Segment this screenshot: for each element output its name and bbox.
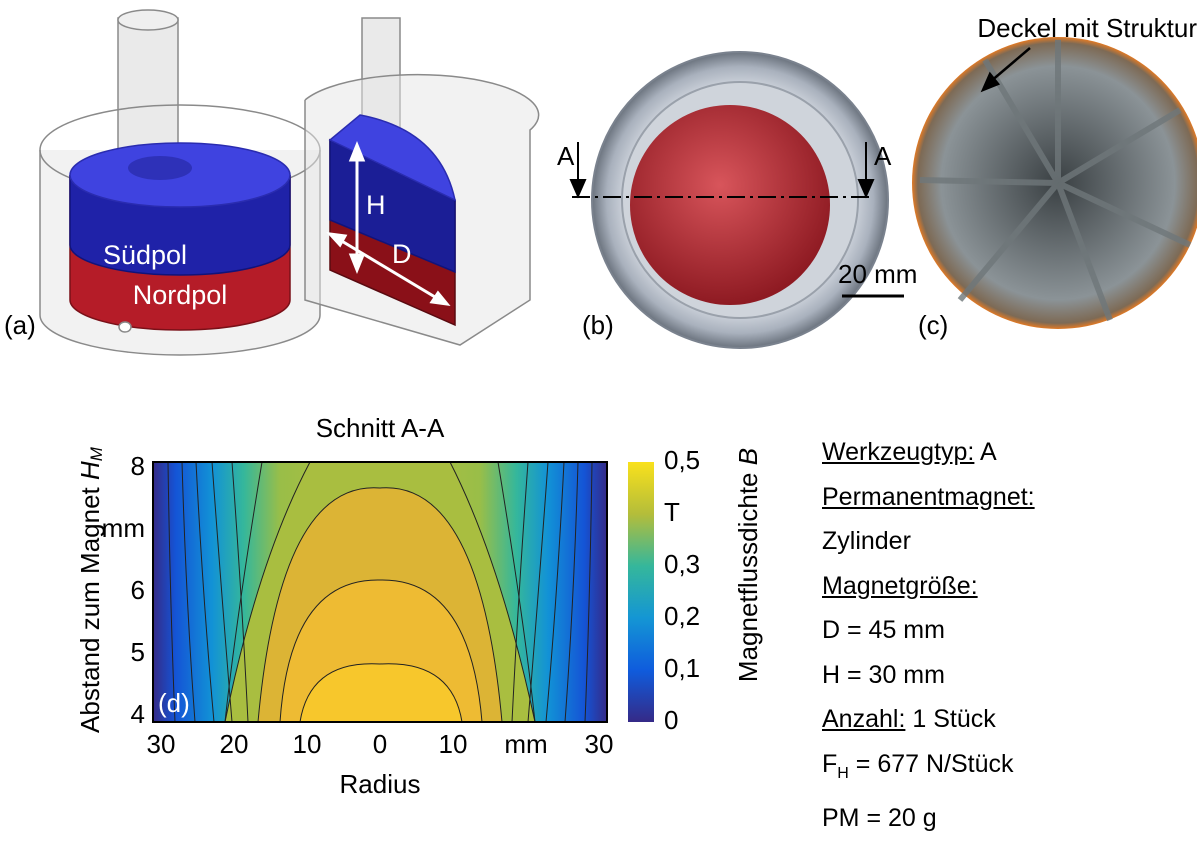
colorbar-label: Magnetflussdichte B — [733, 448, 763, 682]
colorbar-tick-label: 0,1 — [664, 653, 700, 683]
diameter-symbol: D — [392, 239, 412, 269]
y-tick-label: 8 — [131, 451, 145, 481]
info-line: D = 45 mm — [822, 608, 1035, 653]
page: Südpol Nordpol (a) H D A A (b) Deckel mi… — [0, 0, 1197, 803]
force-subscript: H — [837, 765, 849, 782]
info-line: Werkzeugtyp: A — [822, 430, 1035, 475]
info-line: H = 30 mm — [822, 653, 1035, 698]
y-ticks: 8 mm 6 5 4 — [102, 451, 145, 729]
magnet-tool-cut — [305, 18, 539, 345]
colorbar — [628, 462, 654, 722]
colorbar-text: Magnetflussdichte — [733, 473, 763, 683]
info-key: Magnetgröße: — [822, 572, 978, 600]
info-key: Werkzeugtyp: — [822, 438, 974, 466]
info-line: FH = 677 N/Stück — [822, 742, 1035, 797]
y-tick-label: 6 — [131, 575, 145, 605]
y-tick-label: 5 — [131, 637, 145, 667]
x-tick-label: 0 — [373, 729, 387, 759]
force-symbol: F — [822, 750, 837, 778]
y-axis-symbol: H — [75, 461, 105, 480]
x-ticks: 30 20 10 0 10 mm 30 — [147, 729, 614, 759]
annotation: Deckel mit Struktur — [977, 13, 1197, 43]
x-tick-label: 30 — [147, 729, 176, 759]
info-line: Anzahl: 1 Stück — [822, 697, 1035, 742]
colorbar-tick-label: T — [664, 497, 680, 527]
info-value: A — [980, 438, 997, 466]
info-key: Anzahl: — [822, 705, 905, 733]
y-tick-label: 4 — [131, 699, 145, 729]
colorbar-tick-label: 0,2 — [664, 601, 700, 631]
colorbar-tick-label: 0,5 — [664, 445, 700, 475]
y-tick-label: mm — [102, 513, 145, 543]
scale-bar-label: 20 mm — [838, 259, 917, 289]
info-line: Permanentmagnet: — [822, 475, 1035, 520]
colorbar-symbol: B — [733, 448, 763, 465]
north-pole-label: Nordpol — [133, 280, 228, 310]
panel-label: (b) — [582, 310, 614, 340]
info-line: Magnetgröße: — [822, 564, 1035, 609]
height-symbol: H — [366, 190, 386, 220]
panel-label: (c) — [918, 310, 948, 340]
x-tick-label: 10 — [293, 729, 322, 759]
colorbar-tick-label: 0 — [664, 705, 678, 735]
plot-title: Schnitt A-A — [316, 413, 445, 443]
south-pole-label: Südpol — [103, 240, 187, 270]
y-axis-subscript: M — [87, 446, 106, 461]
x-axis-label: Radius — [340, 769, 421, 799]
y-axis-label: Abstand zum Magnet HM — [75, 446, 107, 733]
magnet-top — [630, 105, 830, 305]
section-label: A — [557, 141, 575, 171]
force-value: = 677 N/Stück — [849, 750, 1014, 778]
info-value: 1 Stück — [912, 705, 995, 733]
panel-label: (a) — [4, 310, 36, 340]
info-key: Permanentmagnet: — [822, 483, 1035, 511]
section-label: A — [874, 141, 892, 171]
colorbar-ticks: 0,5 T 0,3 0,2 0,1 0 — [664, 445, 700, 735]
colorbar-tick-label: 0,3 — [664, 549, 700, 579]
info-line: Zylinder — [822, 519, 1035, 564]
contour-field — [153, 462, 607, 722]
y-axis-text: Abstand zum Magnet — [75, 486, 105, 732]
x-tick-label: 10 — [439, 729, 468, 759]
x-tick-label: mm — [504, 729, 547, 759]
x-tick-label: 30 — [585, 729, 614, 759]
panel-label: (d) — [158, 688, 190, 718]
tool-info: Werkzeugtyp: A Permanentmagnet: Zylinder… — [822, 430, 1035, 841]
x-tick-label: 20 — [220, 729, 249, 759]
